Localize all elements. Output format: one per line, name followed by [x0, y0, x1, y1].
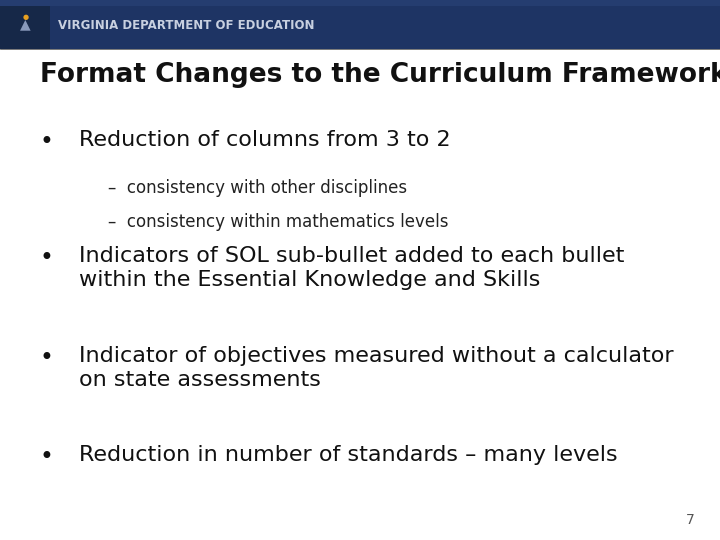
Text: Reduction in number of standards – many levels: Reduction in number of standards – many … — [79, 445, 618, 465]
Text: •: • — [40, 246, 53, 270]
Bar — [0, 0, 720, 6]
Text: Indicator of objectives measured without a calculator
on state assessments: Indicator of objectives measured without… — [79, 346, 674, 389]
Text: 7: 7 — [686, 512, 695, 526]
Bar — [0, 0, 50, 49]
Text: •: • — [40, 346, 53, 369]
Text: Reduction of columns from 3 to 2: Reduction of columns from 3 to 2 — [79, 130, 451, 150]
Text: •: • — [40, 130, 53, 153]
Text: VIRGINIA DEPARTMENT OF EDUCATION: VIRGINIA DEPARTMENT OF EDUCATION — [58, 19, 314, 32]
Text: –  consistency with other disciplines: – consistency with other disciplines — [108, 179, 407, 197]
Text: Format Changes to the Curriculum Framework: Format Changes to the Curriculum Framewo… — [40, 62, 720, 88]
Text: –  consistency within mathematics levels: – consistency within mathematics levels — [108, 213, 449, 231]
Text: Indicators of SOL sub-bullet added to each bullet
within the Essential Knowledge: Indicators of SOL sub-bullet added to ea… — [79, 246, 624, 290]
Bar — [0, 0, 720, 49]
Text: ●: ● — [22, 14, 28, 20]
Text: •: • — [40, 445, 53, 469]
Text: ▲: ▲ — [20, 17, 30, 31]
